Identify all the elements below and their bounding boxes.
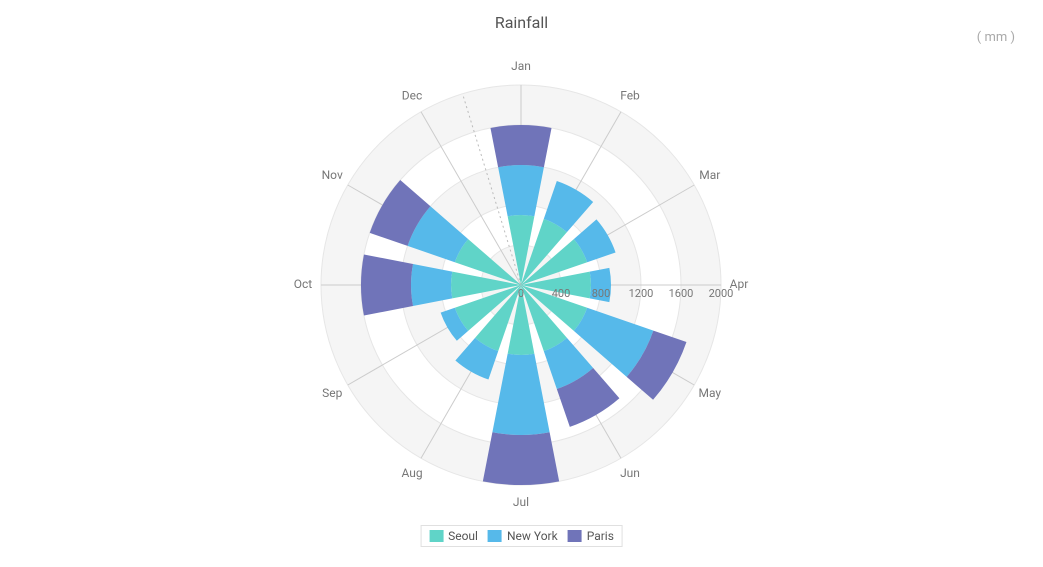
legend-label: Paris (587, 529, 614, 543)
radial-tick-label: 0 (518, 287, 524, 300)
bar-segment[interactable] (483, 432, 559, 485)
unit-label: ( mm ) (977, 30, 1015, 45)
legend-item[interactable]: Seoul (429, 529, 478, 543)
radial-tick-label: 800 (592, 287, 611, 300)
category-label: Dec (402, 88, 423, 102)
category-label: May (698, 386, 721, 400)
radial-tick-label: 1600 (669, 287, 694, 300)
legend-item[interactable]: Paris (568, 529, 614, 543)
radial-tick-label: 400 (552, 287, 571, 300)
category-label: Jul (513, 495, 529, 509)
category-label: Nov (322, 168, 343, 182)
legend-swatch (488, 530, 502, 542)
radial-tick-label: 1200 (629, 287, 654, 300)
category-label: Jun (620, 466, 640, 480)
category-label: Mar (699, 168, 720, 182)
legend-item[interactable]: New York (488, 529, 558, 543)
category-label: Jan (511, 59, 531, 73)
category-label: Oct (294, 277, 313, 291)
polar-chart-svg[interactable]: JanFebMarAprMayJunJulAugSepOctNovDec0400… (0, 0, 1043, 567)
bar-segment[interactable] (490, 125, 551, 167)
chart-area: Rainfall ( mm ) JanFebMarAprMayJunJulAug… (0, 0, 1043, 567)
bar-segment[interactable] (361, 254, 413, 315)
category-label: Feb (620, 88, 640, 102)
legend: Seoul New York Paris (420, 525, 623, 547)
legend-label: New York (507, 529, 558, 543)
category-label: Aug (401, 466, 422, 480)
legend-swatch (429, 530, 443, 542)
chart-title: Rainfall (0, 13, 1043, 32)
category-label: Sep (322, 386, 342, 400)
radial-tick-label: 2000 (709, 287, 734, 300)
legend-swatch (568, 530, 582, 542)
legend-label: Seoul (448, 529, 478, 543)
